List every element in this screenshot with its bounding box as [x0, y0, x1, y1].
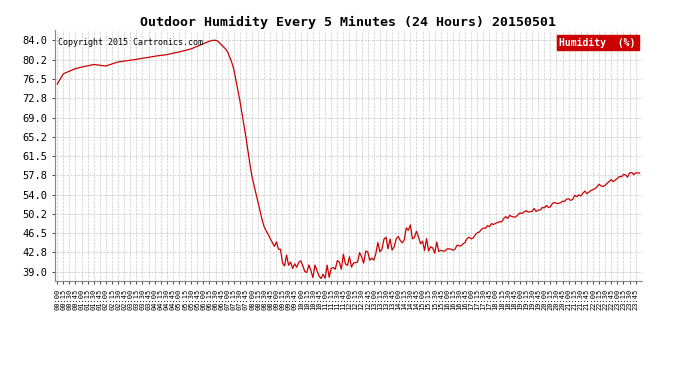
- Title: Outdoor Humidity Every 5 Minutes (24 Hours) 20150501: Outdoor Humidity Every 5 Minutes (24 Hou…: [141, 16, 556, 29]
- Text: Humidity  (%): Humidity (%): [560, 38, 636, 48]
- Text: Copyright 2015 Cartronics.com: Copyright 2015 Cartronics.com: [58, 38, 203, 46]
